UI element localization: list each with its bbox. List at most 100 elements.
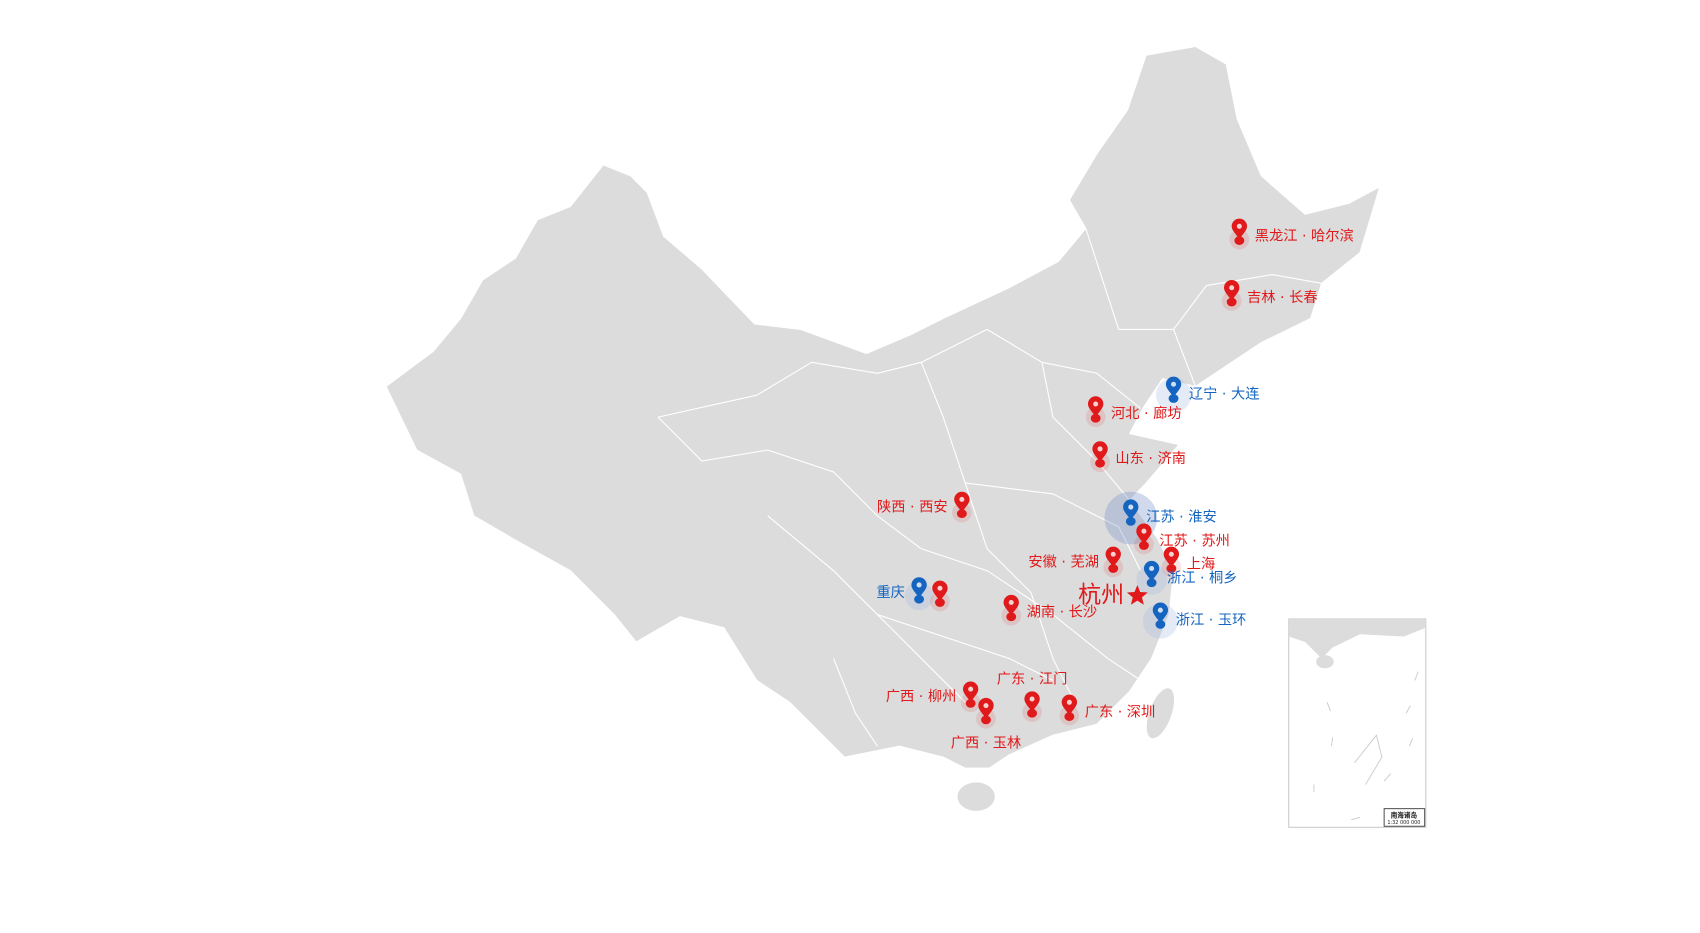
mainland[interactable] xyxy=(385,45,1381,769)
pin-base xyxy=(981,715,991,725)
inset-scale: 1:32 000 000 xyxy=(1387,820,1420,826)
marker-label: 广东 · 江门 xyxy=(997,671,1068,688)
pin-base xyxy=(965,699,976,708)
marker-red[interactable]: 广东 · 深圳 xyxy=(1059,694,1156,726)
map-pin-icon xyxy=(1061,694,1078,716)
pin-dot xyxy=(1128,504,1134,510)
pin-dot xyxy=(983,703,989,709)
map-pin-icon xyxy=(954,491,970,513)
marker-label: 黑龙江 · 哈尔滨 xyxy=(1255,228,1354,245)
marker-blue[interactable]: 重庆 xyxy=(876,577,934,611)
pin-base xyxy=(1064,712,1075,721)
map-pin-icon xyxy=(1136,523,1152,545)
marker-red[interactable]: 陕西 · 西安 xyxy=(877,491,972,523)
pin-base xyxy=(956,509,967,519)
pin-dot xyxy=(1157,607,1163,613)
marker-label: 上海 xyxy=(1187,556,1216,573)
map-pin-icon xyxy=(1152,602,1169,624)
marker-label: 江苏 · 淮安 xyxy=(1146,508,1217,525)
map-pin-icon xyxy=(1092,441,1108,463)
marker-red[interactable]: 河北 · 廊坊 xyxy=(1085,396,1182,428)
map-pin-icon xyxy=(911,577,927,599)
marker-label: 江苏 · 苏州 xyxy=(1159,532,1230,549)
marker-label: 广西 · 玉林 xyxy=(951,734,1022,751)
marker-label: 陕西 · 西安 xyxy=(877,498,948,515)
marker-red[interactable]: 江苏 · 苏州 xyxy=(1134,523,1230,555)
map-pin-icon xyxy=(1105,546,1121,568)
pin-dot xyxy=(1029,696,1035,702)
pin-dot xyxy=(937,585,943,591)
pin-dot xyxy=(1008,599,1014,606)
pin-base xyxy=(1146,578,1157,588)
pin-base xyxy=(1155,620,1166,629)
map-pin-icon xyxy=(1224,280,1240,301)
pin-dot xyxy=(1236,223,1242,229)
pin-base xyxy=(1095,458,1105,468)
marker-blue[interactable]: 辽宁 · 大连 xyxy=(1156,376,1260,413)
pin-base xyxy=(1168,394,1179,403)
pin-dot xyxy=(1093,401,1099,407)
marker-blue[interactable]: 浙江 · 桐乡 xyxy=(1136,560,1238,595)
marker-label: 河北 · 廊坊 xyxy=(1111,405,1182,422)
marker-red[interactable]: 山东 · 济南 xyxy=(1090,441,1186,472)
pin-dot xyxy=(1149,565,1155,572)
map-pin-icon xyxy=(1024,691,1040,713)
marker-red[interactable]: 广西 · 柳州 xyxy=(886,681,981,713)
map-pin-icon xyxy=(962,681,979,703)
map-pin-icon xyxy=(1088,396,1104,418)
pin-base xyxy=(1108,564,1119,573)
inset-title: 南海诸岛 xyxy=(1391,810,1418,819)
pin-dot xyxy=(959,496,965,502)
star-icon xyxy=(1126,584,1148,605)
map-pin-icon xyxy=(1123,499,1139,521)
marker-label: 安徽 · 芜湖 xyxy=(1028,553,1099,570)
marker-label: 山东 · 济南 xyxy=(1115,450,1186,467)
hainan-island xyxy=(957,782,995,811)
pin-base xyxy=(1006,612,1017,622)
pin-base xyxy=(1226,297,1237,307)
map-pin-icon xyxy=(932,580,948,602)
hangzhou-center[interactable]: 杭州 xyxy=(1078,583,1148,609)
map-pin-icon xyxy=(1003,594,1019,616)
marker-red[interactable]: 广东 · 江门 xyxy=(997,671,1068,723)
pin-dot xyxy=(1171,381,1177,387)
pin-dot xyxy=(1110,551,1116,557)
pin-dot xyxy=(1168,551,1174,557)
pin-dot xyxy=(1066,699,1072,705)
marker-red[interactable]: 安徽 · 芜湖 xyxy=(1028,546,1124,578)
map-pin-icon xyxy=(1231,218,1248,240)
marker-red[interactable]: 吉林 · 长春 xyxy=(1221,280,1318,311)
map-pin-icon xyxy=(1163,546,1180,568)
marker-red[interactable]: 黑龙江 · 哈尔滨 xyxy=(1229,218,1354,250)
map-pin-icon xyxy=(1165,376,1182,398)
center-label: 杭州 xyxy=(1078,583,1124,609)
marker-label: 浙江 · 玉环 xyxy=(1176,611,1247,628)
pin-dot xyxy=(1097,446,1103,452)
marker-red[interactable]: 上海 xyxy=(1161,546,1216,578)
south-china-sea-inset: 南海诸岛 1:32 000 000 xyxy=(1288,618,1427,828)
marker-red[interactable] xyxy=(930,580,950,612)
pin-dot xyxy=(968,686,974,692)
marker-label: 广东 · 深圳 xyxy=(1085,704,1156,721)
pin-dot xyxy=(1229,285,1235,291)
marker-red[interactable]: 湖南 · 长沙 xyxy=(1001,594,1098,626)
map-pin-icon xyxy=(1143,560,1160,582)
pin-base xyxy=(935,598,945,607)
taiwan-island xyxy=(1146,688,1175,739)
pin-base xyxy=(1125,516,1136,526)
marker-red[interactable]: 广西 · 玉林 xyxy=(951,697,1022,751)
marker-label: 湖南 · 长沙 xyxy=(1027,604,1098,621)
marker-label: 浙江 · 桐乡 xyxy=(1167,570,1238,587)
marker-label: 辽宁 · 大连 xyxy=(1189,385,1260,402)
marker-label: 广西 · 柳州 xyxy=(886,688,957,705)
pin-dot xyxy=(1141,528,1147,534)
pin-base xyxy=(1027,708,1037,718)
map-pin-icon xyxy=(978,697,994,719)
marker-blue[interactable]: 浙江 · 玉环 xyxy=(1142,602,1247,639)
pin-base xyxy=(1234,236,1245,245)
pin-base xyxy=(914,594,925,604)
pin-dot xyxy=(916,582,922,588)
marker-label: 重庆 xyxy=(876,584,905,601)
